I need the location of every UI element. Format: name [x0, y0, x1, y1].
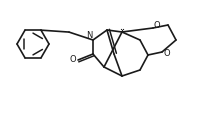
Text: O: O	[154, 20, 160, 30]
Text: O: O	[70, 55, 76, 63]
Text: N: N	[86, 30, 92, 40]
Text: O: O	[164, 50, 170, 59]
